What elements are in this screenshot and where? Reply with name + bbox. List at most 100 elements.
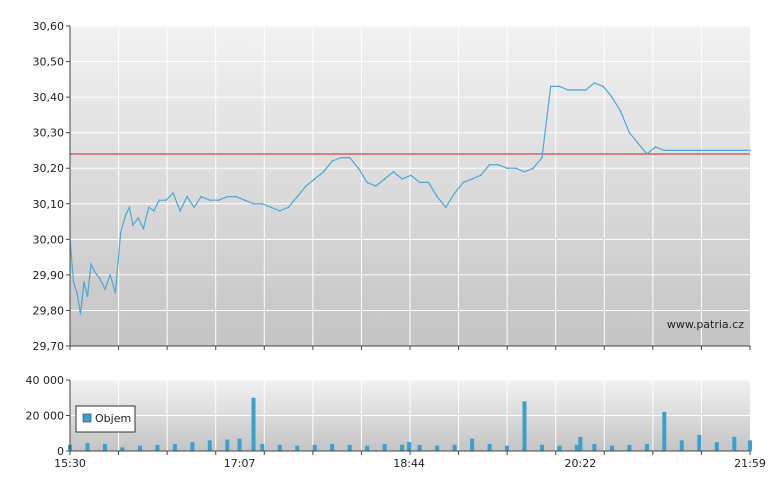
- price-point: [153, 210, 155, 212]
- price-point: [179, 210, 181, 212]
- price-point: [654, 146, 657, 148]
- price-point: [506, 167, 508, 169]
- price-y-tick-label: 30,60: [33, 20, 65, 33]
- price-point: [672, 149, 674, 152]
- volume-bar: [609, 445, 614, 451]
- price-point: [471, 178, 473, 180]
- volume-bar: [251, 397, 256, 452]
- volume-bar: [237, 438, 242, 451]
- price-point: [313, 178, 316, 180]
- volume-bar: [540, 444, 544, 451]
- volume-y-tick-label: 0: [57, 445, 64, 458]
- price-point: [348, 156, 351, 159]
- price-point: [628, 131, 631, 134]
- volume-bar: [748, 440, 752, 451]
- price-point: [707, 149, 709, 152]
- price-point: [172, 192, 174, 194]
- volume-y-tick-label: 40 000: [26, 374, 65, 387]
- price-point: [147, 206, 150, 209]
- price-point: [93, 270, 96, 273]
- volume-legend: Objem: [75, 405, 136, 433]
- price-point: [305, 185, 307, 187]
- price-point: [244, 199, 246, 201]
- volume-bar: [225, 439, 230, 451]
- volume-bar: [172, 443, 177, 451]
- price-point: [576, 89, 578, 91]
- price-y-tick-label: 29,70: [33, 340, 65, 353]
- price-point: [375, 185, 377, 187]
- price-point: [296, 195, 299, 198]
- price-point: [128, 206, 131, 209]
- price-point: [488, 163, 491, 166]
- x-tick-label: 17:07: [224, 457, 256, 470]
- price-point: [427, 181, 430, 184]
- volume-y-tick-label: 20 000: [26, 410, 65, 423]
- price-point: [226, 195, 229, 198]
- price-point: [76, 291, 78, 294]
- volume-bar: [312, 444, 317, 451]
- volume-bar: [679, 440, 684, 451]
- price-point: [193, 206, 195, 209]
- volume-bar: [592, 443, 597, 451]
- price-point: [698, 149, 701, 152]
- price-point: [532, 167, 534, 169]
- volume-bar: [644, 443, 649, 451]
- volume-bar: [662, 411, 667, 451]
- price-y-tick-label: 30,40: [33, 91, 65, 104]
- price-point: [72, 281, 75, 283]
- price-point: [186, 195, 188, 198]
- price-y-tick-label: 30,30: [33, 127, 65, 140]
- volume-bar: [505, 445, 509, 451]
- price-point: [445, 206, 447, 209]
- price-point: [217, 199, 220, 201]
- price-point: [137, 217, 139, 219]
- price-y-tick-label: 29,80: [33, 304, 65, 317]
- price-point: [436, 195, 438, 198]
- price-y-tick-label: 30,20: [33, 162, 65, 175]
- price-point: [410, 174, 412, 177]
- volume-bar: [330, 443, 335, 451]
- price-point: [392, 171, 395, 173]
- volume-bar: [417, 444, 422, 451]
- volume-bar: [365, 445, 370, 451]
- x-tick-label: 20:22: [565, 457, 597, 470]
- price-point: [584, 89, 587, 91]
- volume-bar: [522, 401, 527, 451]
- price-point: [209, 199, 211, 201]
- volume-bar: [382, 443, 387, 451]
- price-point: [158, 199, 160, 201]
- volume-bar: [470, 438, 475, 451]
- volume-bar: [120, 447, 125, 451]
- volume-bar: [347, 444, 352, 451]
- price-point: [200, 195, 202, 198]
- price-point: [689, 149, 692, 152]
- volume-chart-panel: 40 000 20 000 015:30 17:07 18:44 20:22 21:59 Ob…: [26, 374, 766, 470]
- price-point: [515, 167, 517, 169]
- price-point: [567, 89, 569, 91]
- volume-bar: [627, 444, 632, 451]
- price-series-line: [69, 82, 750, 315]
- price-point: [279, 210, 281, 212]
- price-point: [165, 199, 167, 201]
- volume-bar: [207, 440, 212, 451]
- price-point: [86, 295, 89, 298]
- price-point: [357, 167, 360, 169]
- price-point: [132, 224, 134, 226]
- x-tick-label: 15:30: [54, 457, 86, 470]
- price-point: [109, 274, 111, 276]
- volume-bar: [487, 443, 492, 451]
- price-point: [104, 288, 106, 290]
- price-point: [401, 178, 403, 180]
- legend-swatch: [82, 413, 92, 423]
- price-point: [593, 82, 596, 84]
- volume-bar: [260, 443, 265, 451]
- price-point: [681, 149, 683, 152]
- price-point: [453, 192, 456, 194]
- volume-bar: [295, 445, 300, 451]
- price-point: [418, 181, 421, 184]
- price-point: [549, 85, 552, 88]
- volume-bar: [732, 436, 737, 451]
- price-chart-panel: 30,60 30,50 30,40 30,30 30,20 30,10 30,00 29,90…: [33, 20, 751, 353]
- price-point: [90, 263, 92, 266]
